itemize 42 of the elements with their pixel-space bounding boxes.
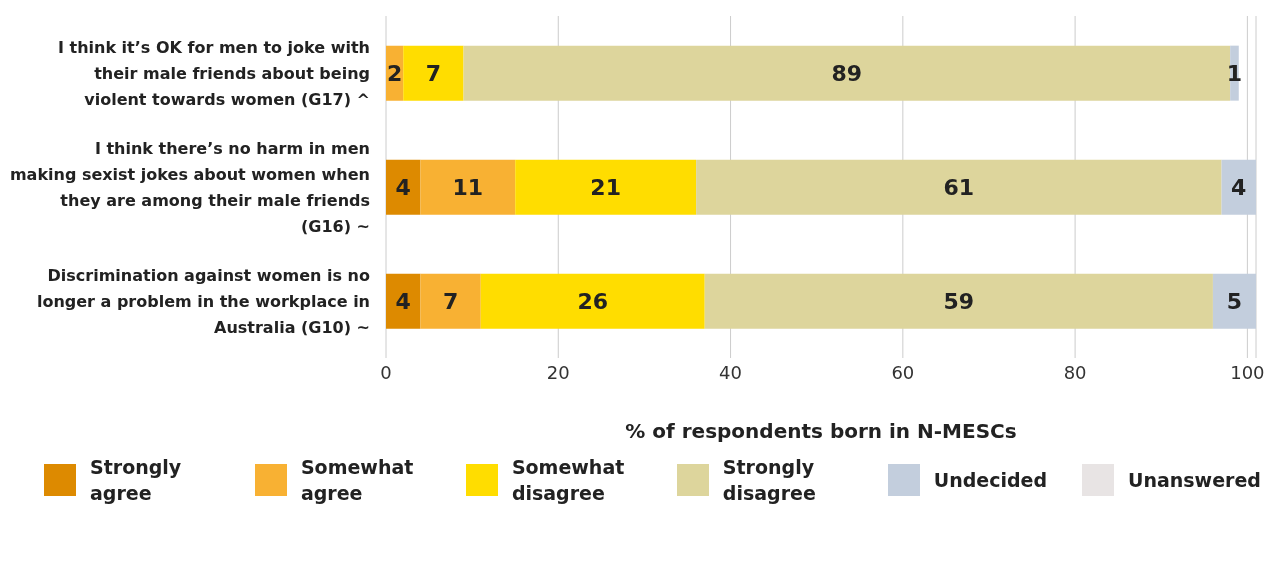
legend-label: Strongly disagree [722, 455, 817, 506]
bar [1221, 159, 1256, 215]
data-label: 26 [577, 288, 609, 314]
data-label: 11 [452, 174, 484, 200]
bar [704, 273, 1213, 329]
x-tick-label: 80 [1063, 361, 1087, 383]
x-tick-label: 0 [380, 361, 392, 383]
data-label: 59 [943, 288, 975, 314]
x-tick-label: 40 [719, 361, 743, 383]
data-label: 1 [1226, 60, 1243, 86]
data-label: 4 [395, 174, 411, 200]
y-tick-label: I think there’s no harm in men making sexist jokes about women when they are among their male friends (G16) ~ [9, 138, 370, 236]
bar [1212, 273, 1256, 329]
x-tick-label: 100 [1230, 361, 1265, 383]
data-label: 89 [831, 60, 863, 86]
data-label: 61 [943, 174, 975, 200]
bar [696, 159, 1222, 215]
legend-label: Undecided [933, 468, 1048, 493]
y-tick-label: Discrimination against women is no longer a problem in the workplace in Australia (G10) ~ [36, 265, 370, 337]
bar [463, 45, 1231, 101]
legend-label: Unanswered [1128, 468, 1261, 493]
data-label: 2 [386, 60, 403, 86]
y-tick-label: I think it’s OK for men to joke with their male friends about being violent towards women (G17) ^ [57, 37, 370, 109]
bar [420, 273, 481, 329]
bar [515, 159, 697, 215]
data-label: 4 [395, 288, 411, 314]
legend-label: Somewhat agree [300, 455, 415, 506]
bar [420, 159, 516, 215]
bar [403, 45, 464, 101]
legend-label: Somewhat disagree [511, 455, 626, 506]
x-tick-label: 60 [891, 361, 915, 383]
x-axis-title: % of respondents born in N-MESCs [625, 419, 1017, 443]
bar [386, 273, 421, 329]
data-label: 5 [1226, 288, 1243, 314]
bar [480, 273, 705, 329]
data-label: 21 [590, 174, 621, 200]
legend-label: Strongly agree [90, 455, 183, 506]
data-label: 7 [442, 288, 459, 314]
bar [386, 159, 421, 215]
data-label: 4 [1231, 174, 1247, 200]
data-label: 7 [425, 60, 442, 86]
x-tick-label: 20 [546, 361, 570, 383]
